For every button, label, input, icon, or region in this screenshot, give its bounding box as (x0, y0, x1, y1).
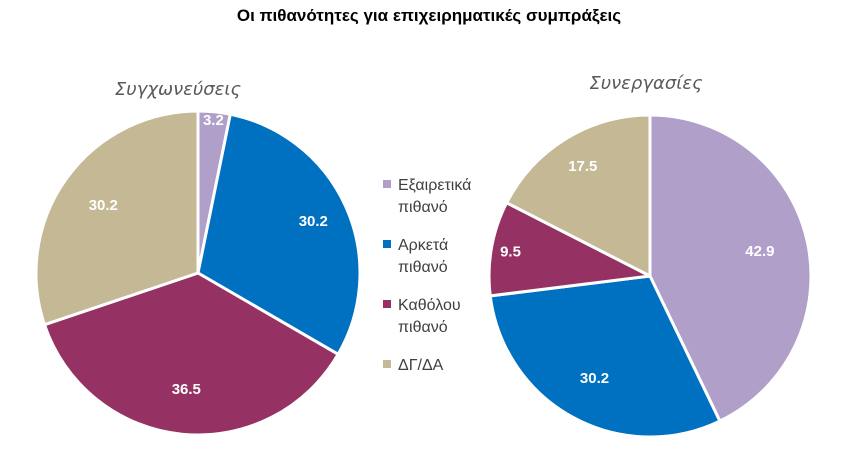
legend: Εξαιρετικά πιθανό Αρκετά πιθανό Καθόλου πιθαν… (383, 177, 471, 374)
legend-swatch-1 (383, 240, 391, 248)
partnerships-slice-label-2: 9.5 (500, 243, 521, 260)
legend-label-1-line2: πιθανό (398, 259, 448, 276)
partnerships-slice-label-3: 17.5 (568, 158, 597, 175)
legend-label-3: ΔΓ/ΔΑ (398, 357, 444, 374)
mergers-slice-1 (196, 112, 362, 356)
legend-swatch-0 (383, 180, 391, 188)
partnerships-slice-3 (505, 113, 652, 278)
pie-mergers: 3.2 30.2 36.5 30.2 (34, 109, 362, 437)
pie-title-mergers: Συγχωνεύσεις (115, 79, 242, 100)
pie-title-partnerships: Συνεργασίες (589, 73, 703, 94)
mergers-slice-label-3: 30.2 (89, 197, 118, 214)
legend-swatch-2 (383, 300, 391, 308)
legend-label-0-line2: πιθανό (398, 199, 448, 216)
legend-swatch-3 (383, 360, 391, 368)
partnerships-slice-1 (488, 274, 722, 439)
partnerships-slice-0 (648, 113, 813, 423)
mergers-slice-3 (34, 109, 200, 327)
mergers-slice-2 (42, 271, 340, 437)
partnerships-slice-2 (487, 201, 652, 298)
pie-partnerships: 42.9 30.2 9.5 17.5 (487, 113, 813, 439)
legend-label-0: Εξαιρετικά (398, 177, 471, 194)
mergers-slice-label-0: 3.2 (203, 112, 224, 129)
chart-title: Οι πιθανότητες για επιχειρηματικές συμπρ… (236, 6, 622, 25)
legend-label-2: Καθόλου (398, 297, 461, 314)
mergers-slice-label-2: 36.5 (172, 381, 201, 398)
partnerships-slice-label-1: 30.2 (580, 370, 609, 387)
legend-label-1: Αρκετά (398, 237, 448, 254)
legend-label-2-line2: πιθανό (398, 319, 448, 336)
mergers-slice-label-1: 30.2 (299, 213, 328, 230)
partnerships-slice-label-0: 42.9 (745, 243, 774, 260)
